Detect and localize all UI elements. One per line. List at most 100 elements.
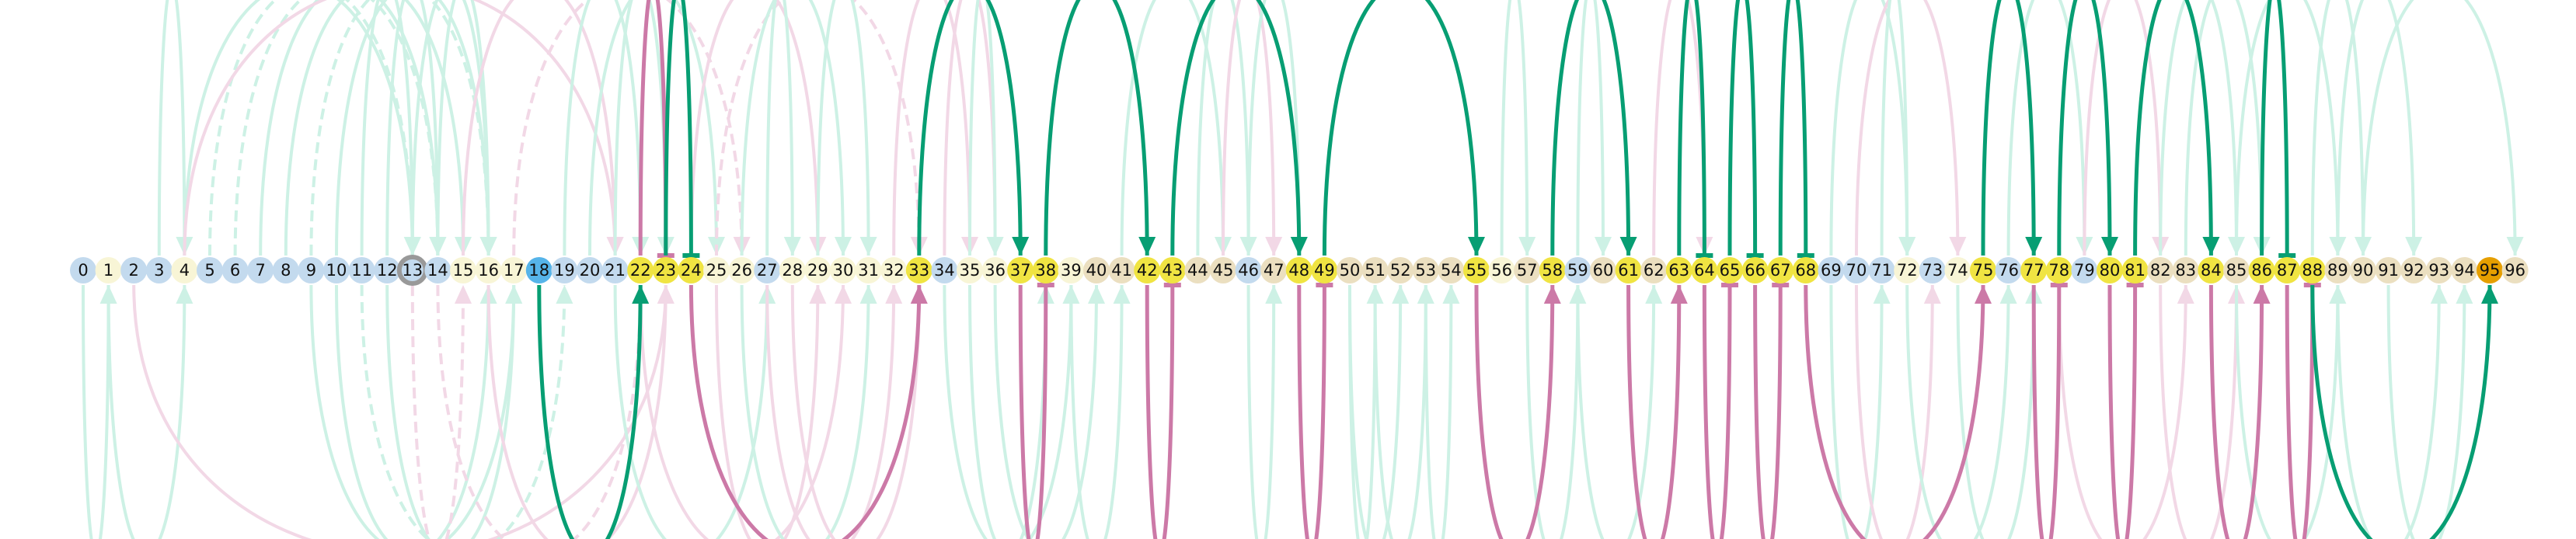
node-label: 32 [884, 261, 905, 280]
node: 8 [272, 257, 299, 283]
faint-edge [1905, 284, 2017, 539]
node-label: 45 [1213, 261, 1234, 280]
faint-edge-arrowhead [2405, 237, 2423, 256]
node-label: 12 [377, 261, 398, 280]
node-label: 26 [731, 261, 752, 280]
faint-edge-arrowhead [1645, 285, 1663, 304]
faint-edge-arrowhead [1595, 237, 1612, 256]
node-label: 7 [256, 261, 266, 280]
node-label: 15 [453, 261, 474, 280]
faint-edge-line [360, 0, 414, 256]
faint-edge-arrowhead [1265, 237, 1283, 256]
node: 13 [396, 255, 428, 286]
edge [688, 284, 928, 539]
node-label: 33 [908, 261, 929, 280]
edge-line [638, 0, 668, 256]
node-circle [1970, 257, 1996, 283]
node: 88 [2299, 257, 2326, 283]
node-circle [1387, 257, 1414, 283]
faint-edge-arrowhead [885, 285, 903, 304]
node-circle [2451, 257, 2478, 283]
node: 4 [171, 257, 198, 283]
node-label: 8 [281, 261, 291, 280]
faint-edge-arrowhead [1898, 237, 1916, 256]
node-circle [1134, 257, 1161, 283]
node-circle [2071, 257, 2098, 283]
edge [2057, 0, 2118, 256]
node-circle [70, 257, 96, 283]
faint-edge-line [183, 0, 617, 256]
faint-edge-arrowhead [986, 237, 1004, 256]
node-circle [1564, 257, 1591, 283]
faint-edge-arrowhead [1949, 237, 1967, 256]
node: 41 [1108, 257, 1135, 283]
node: 5 [197, 257, 223, 283]
node: 27 [754, 257, 781, 283]
edge-line [1753, 284, 1783, 539]
node: 76 [1995, 257, 2022, 283]
node: 22 [627, 257, 654, 283]
faint-edge-line [259, 0, 440, 256]
faint-edge-line [1855, 284, 1934, 539]
node-circle [95, 257, 122, 283]
edge-line [2285, 284, 2315, 539]
faint-edge-line [613, 284, 769, 539]
faint-edge-line [233, 0, 440, 256]
edge-arrowhead [2481, 285, 2498, 304]
faint-edge [1829, 284, 1891, 539]
faint-edge-line [2386, 284, 2466, 539]
faint-edge [2057, 284, 2194, 539]
faint-edge-line [1373, 284, 1427, 539]
node: 19 [551, 257, 578, 283]
node: 79 [2071, 257, 2098, 283]
node: 50 [1337, 257, 1363, 283]
node-label: 55 [1466, 261, 1487, 280]
node-label: 66 [1745, 261, 1766, 280]
node-label: 87 [2277, 261, 2298, 280]
node: 52 [1387, 257, 1414, 283]
edge-arrowhead [2253, 285, 2271, 304]
node-circle [1843, 257, 1870, 283]
edge [664, 0, 700, 258]
node-label: 59 [1567, 261, 1588, 280]
faint-edge-line [2362, 0, 2517, 256]
node-label: 1 [103, 261, 113, 280]
node-label: 64 [1694, 261, 1715, 280]
node: 60 [1590, 257, 1616, 283]
faint-edge-arrowhead [2430, 285, 2448, 304]
node: 15 [450, 257, 476, 283]
edge-line [2031, 284, 2062, 539]
node-circle [2350, 257, 2376, 283]
faint-edge-line [1246, 0, 1301, 256]
faint-edge-line [462, 0, 617, 256]
node: 37 [1007, 257, 1034, 283]
node-circle [120, 257, 148, 283]
node-label: 89 [2327, 261, 2348, 280]
edge-line [1322, 0, 1479, 256]
faint-edge-line [1246, 284, 1276, 539]
nodes: 0 1 2 3 4 5 6 7 8 9 10 11 12 13 14 15 16 17 18 19 20 21 22 23 24… [70, 255, 2529, 286]
faint-edge-arrowhead [809, 285, 827, 304]
node: 92 [2400, 257, 2428, 283]
node-circle [424, 257, 451, 283]
faint-edge [816, 0, 877, 256]
edge [537, 284, 650, 539]
faint-edge [1576, 0, 1612, 256]
edge-line [664, 0, 693, 256]
node-label: 30 [833, 261, 854, 280]
node-circle [475, 257, 502, 283]
node-circle [2299, 257, 2326, 283]
node-circle [703, 257, 730, 283]
node-label: 20 [580, 261, 601, 280]
faint-edge-line [106, 284, 186, 539]
node: 34 [931, 257, 958, 283]
node-label: 67 [1770, 261, 1791, 280]
node: 73 [1919, 257, 1946, 283]
node-circle [1741, 257, 1769, 283]
edge-arrowhead [1975, 285, 1992, 304]
node-circle [652, 257, 679, 283]
node-circle [1640, 257, 1668, 283]
faint-edge-arrowhead [1392, 285, 1410, 304]
faint-edge-arrowhead [783, 237, 801, 256]
node-label: 44 [1187, 261, 1208, 280]
